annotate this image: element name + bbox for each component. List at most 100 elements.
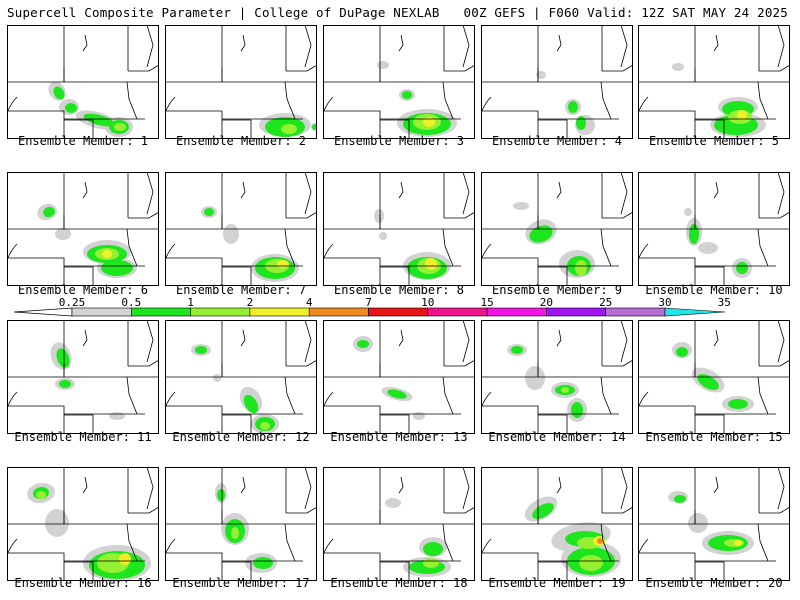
scp-shading (277, 260, 289, 268)
state-border (304, 467, 312, 510)
scp-shading (36, 491, 46, 499)
scp-contour-level (357, 340, 407, 399)
state-border (284, 228, 296, 267)
panel-map (323, 467, 475, 581)
state-border (380, 119, 410, 139)
ensemble-panel (638, 172, 790, 286)
panel-map (165, 172, 317, 286)
colorbar-tick-label: 0.5 (121, 296, 142, 309)
colorbar-tick-label: 4 (305, 296, 313, 309)
state-border (128, 64, 159, 72)
scp-shading (109, 412, 125, 420)
state-border (7, 538, 18, 556)
state-border (462, 172, 470, 215)
scp-shading (101, 260, 133, 276)
state-border (481, 538, 492, 556)
scp-shading (243, 394, 259, 414)
scp-shading (423, 558, 439, 568)
ensemble-member-label: Ensemble Member: 14 (488, 430, 626, 444)
ensemble-panel (165, 320, 317, 434)
colorbar-tick-label: 2 (246, 296, 254, 309)
state-border (240, 181, 246, 199)
panel-map (323, 172, 475, 286)
ensemble-member-label: Ensemble Member: 20 (645, 576, 783, 590)
state-border (638, 405, 696, 434)
state-border (380, 414, 410, 434)
state-border (442, 228, 454, 267)
state-border (128, 211, 159, 219)
state-border (222, 266, 252, 286)
state-border (222, 414, 252, 434)
state-border (240, 476, 246, 494)
ensemble-member-label: Ensemble Member: 17 (172, 576, 310, 590)
state-border (602, 359, 633, 367)
scp-shading (413, 412, 425, 420)
state-border (398, 34, 404, 52)
colorbar-segment (131, 307, 191, 317)
panel-frame (481, 467, 633, 581)
colorbar-segment (605, 307, 666, 317)
colorbar-tick-label: 25 (599, 296, 613, 309)
scp-shading (102, 250, 112, 258)
panel-frame (7, 25, 159, 139)
colorbar-segment (71, 307, 132, 317)
state-border (398, 181, 404, 199)
panel-frame (481, 25, 633, 139)
panel-frame (7, 320, 159, 434)
scp-contour-level (597, 538, 603, 544)
colorbar-segment (546, 307, 607, 317)
panel-map (7, 172, 159, 286)
panel-frame (638, 25, 790, 139)
state-border (538, 119, 568, 139)
scp-shading (59, 380, 71, 388)
state-border (444, 211, 475, 219)
panel-map (323, 320, 475, 434)
ensemble-panel (7, 320, 159, 434)
ensemble-member-label: Ensemble Member: 19 (488, 576, 626, 590)
state-border (380, 266, 410, 286)
scp-contour-level (277, 260, 289, 268)
state-border (620, 25, 628, 68)
state-border (713, 34, 719, 52)
scp-shading (736, 262, 748, 274)
scp-contour-level (423, 117, 435, 127)
state-border (146, 320, 154, 363)
state-border (538, 414, 568, 434)
state-border (222, 561, 252, 581)
state-border (64, 561, 94, 581)
scp-shading (260, 422, 270, 430)
ensemble-member-label: Ensemble Member: 9 (491, 283, 623, 297)
panel-frame (323, 320, 475, 434)
state-border (286, 211, 317, 219)
scp-shading (43, 206, 55, 218)
state-border (323, 552, 381, 581)
state-border (126, 81, 138, 120)
state-border (600, 228, 612, 267)
colorbar-tick-label: 1 (187, 296, 194, 309)
scp-shading (385, 498, 401, 508)
ensemble-member-label: Ensemble Member: 3 (333, 134, 465, 148)
state-border (146, 172, 154, 215)
state-border (165, 110, 223, 139)
scp-shading (568, 101, 578, 113)
state-border (600, 523, 612, 562)
scp-shading (195, 346, 207, 354)
state-border (695, 119, 725, 139)
state-border (638, 552, 696, 581)
panel-map (638, 467, 790, 581)
state-border (481, 257, 539, 286)
panel-frame (7, 467, 159, 581)
state-border (286, 359, 317, 367)
scp-contour-level (536, 71, 595, 135)
state-border (380, 561, 410, 581)
ensemble-member-label: Ensemble Member: 1 (17, 134, 149, 148)
scp-shading (387, 389, 407, 399)
state-border (323, 110, 381, 139)
scp-contour-level (568, 101, 586, 130)
panel-frame (481, 320, 633, 434)
panel-map (481, 25, 633, 139)
scp-shading (698, 242, 718, 254)
scp-contour-level (114, 123, 126, 131)
state-border (759, 359, 790, 367)
panel-map (7, 320, 159, 434)
